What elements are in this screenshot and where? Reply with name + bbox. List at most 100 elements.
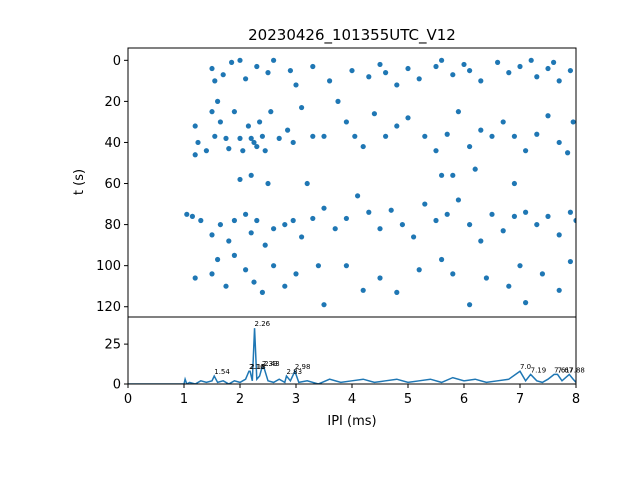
x-tick-label: 3 [292,392,300,407]
point [371,111,377,117]
point [327,78,333,84]
x-tick-label: 0 [124,392,132,407]
point [243,76,249,82]
peak-label: 7.0 [520,363,531,371]
point [467,67,473,74]
point [511,180,517,187]
y-tick-label: 0 [113,378,121,393]
y-tick-label: 80 [104,218,121,233]
point [276,135,282,141]
point [189,213,195,219]
point [377,275,383,281]
point [394,289,400,295]
point [299,104,305,111]
point [439,57,445,63]
point [360,287,366,293]
point [352,133,358,139]
point [383,133,389,139]
point [489,133,495,139]
point [248,230,254,236]
point [433,148,439,154]
y-tick-label: 0 [113,54,121,69]
point [377,61,383,68]
point [511,133,517,139]
point [556,78,562,84]
peak-label: 7.19 [531,366,547,374]
point [282,283,288,289]
point [215,256,221,263]
point [237,176,243,183]
point [209,65,215,72]
chart-title: 20230426_101355UTC_V12 [248,26,456,45]
point [290,217,296,224]
histogram-line [128,328,576,384]
point [467,143,473,150]
x-axis-label: IPI (ms) [327,414,376,429]
x-tick-label: 5 [404,392,412,407]
point [416,267,422,273]
point [455,197,461,203]
y-tick-label: 40 [104,136,121,151]
point [262,148,268,154]
point [293,271,299,277]
y-tick-label: 25 [104,338,121,353]
point [217,119,223,125]
point [405,115,411,121]
point [223,135,229,141]
point [511,213,517,219]
point [248,172,254,178]
point [259,289,265,295]
y-tick-label: 60 [104,177,121,192]
point [226,238,232,244]
point [231,217,237,224]
point [556,232,562,238]
point [257,119,263,125]
point [500,228,506,234]
point [523,300,529,306]
point [539,271,546,277]
point [366,209,372,215]
point [506,70,512,76]
point [237,57,243,63]
point [495,59,501,65]
point [422,201,428,207]
point [517,63,523,70]
point [285,127,291,133]
point [229,59,235,65]
point [433,217,439,224]
point [500,119,506,125]
point [506,283,512,289]
point [461,61,467,68]
point [388,207,394,213]
point [523,148,529,154]
point [335,98,341,104]
point [377,226,383,232]
point [192,275,198,281]
point [299,234,305,240]
point [212,133,218,139]
point [478,238,484,244]
point [450,172,456,178]
x-tick-label: 4 [348,392,356,407]
point [355,193,361,199]
point [567,258,574,265]
x-tick-label: 7 [516,392,524,407]
point [321,133,327,139]
peak-label: 2.39 [262,360,278,368]
point [565,150,571,156]
point [467,221,473,228]
point [192,152,198,158]
point [212,78,218,84]
point [321,205,327,211]
point [245,123,251,129]
point [271,226,277,232]
point [259,133,265,139]
point [433,63,439,70]
point [240,148,246,154]
point [262,242,268,248]
point [237,135,243,141]
x-tick-label: 8 [572,392,580,407]
point [254,217,260,224]
